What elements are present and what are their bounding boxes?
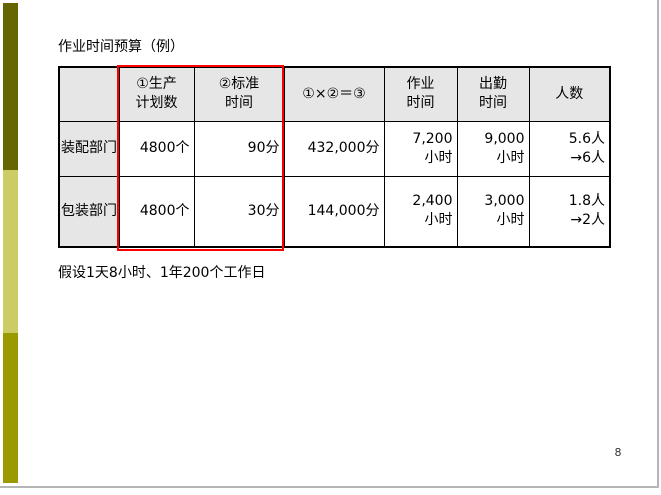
page-number: 8 [614, 446, 622, 459]
header-headcount: 人数 [528, 66, 611, 122]
cell-packaging-production-plan: 4800个 [118, 175, 195, 248]
cell-assembly-production-plan: 4800个 [118, 120, 195, 177]
cell-packaging-standard-time: 30分 [193, 175, 285, 248]
slide-title: 作业时间预算（例） [58, 39, 184, 55]
budget-table: ①生产 计划数 ②标准 时间 ①×②＝③ 作业 时间 出勤 时间 人数 装配部门… [58, 66, 611, 248]
accent-bar [3, 3, 18, 483]
cell-assembly-headcount: 5.6人 →6人 [528, 120, 611, 177]
accent-bar-segment-dark [3, 3, 18, 170]
cell-packaging-headcount: 1.8人 →2人 [528, 175, 611, 248]
cell-assembly-standard-time: 90分 [193, 120, 285, 177]
table-corner-cell [58, 66, 120, 122]
row-label-packaging-dept: 包装部门 [58, 175, 120, 248]
cell-packaging-attendance-time: 3,000 小时 [456, 175, 530, 248]
cell-assembly-attendance-time: 9,000 小时 [456, 120, 530, 177]
cell-packaging-total-minutes: 144,000分 [283, 175, 385, 248]
table-row-assembly: 装配部门 4800个 90分 432,000分 7,200 小时 9,000 小… [58, 120, 611, 177]
header-attendance-time: 出勤 时间 [456, 66, 530, 122]
row-label-assembly-dept: 装配部门 [58, 120, 120, 177]
header-standard-time: ②标准 时间 [193, 66, 285, 122]
table-row-packaging: 包装部门 4800个 30分 144,000分 2,400 小时 3,000 小… [58, 175, 611, 248]
table-header-row: ①生产 计划数 ②标准 时间 ①×②＝③ 作业 时间 出勤 时间 人数 [58, 66, 611, 122]
header-production-plan: ①生产 计划数 [118, 66, 195, 122]
budget-table-area: ①生产 计划数 ②标准 时间 ①×②＝③ 作业 时间 出勤 时间 人数 装配部门… [58, 65, 611, 251]
cell-assembly-total-minutes: 432,000分 [283, 120, 385, 177]
accent-bar-segment-light [3, 170, 18, 333]
header-work-time: 作业 时间 [383, 66, 458, 122]
cell-assembly-work-time: 7,200 小时 [383, 120, 458, 177]
accent-bar-segment-medium [3, 333, 18, 483]
cell-packaging-work-time: 2,400 小时 [383, 175, 458, 248]
header-formula: ①×②＝③ [283, 66, 385, 122]
assumption-footnote: 假设1天8小时、1年200个工作日 [58, 265, 266, 281]
